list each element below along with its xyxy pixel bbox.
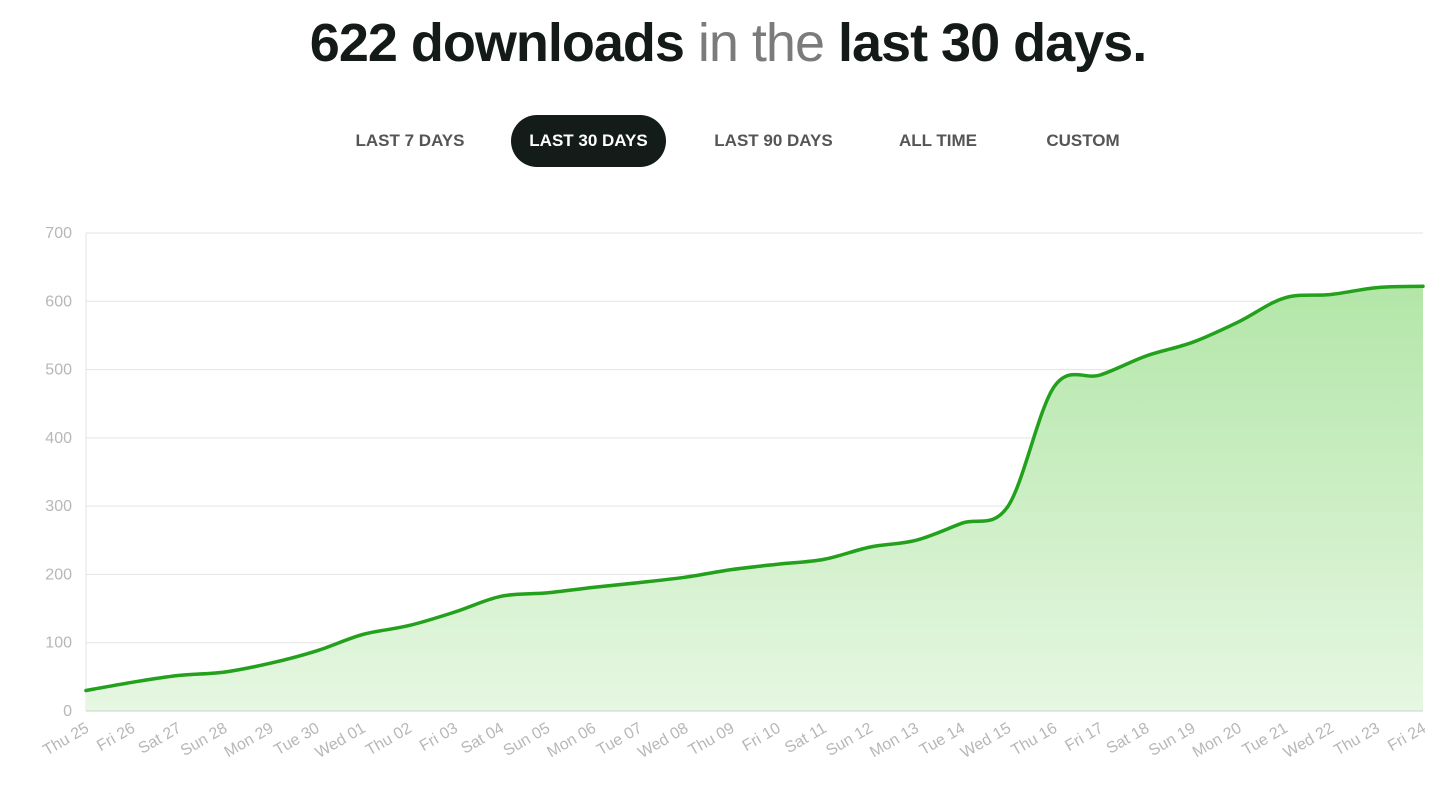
headline-connector: in the xyxy=(683,13,838,73)
x-tick-label: Wed 22 xyxy=(1281,720,1337,762)
y-tick-label: 700 xyxy=(45,225,72,242)
y-tick-label: 400 xyxy=(45,430,72,447)
x-tick-label: Mon 13 xyxy=(867,720,922,761)
data-point xyxy=(1421,284,1425,288)
data-point xyxy=(1375,286,1379,290)
x-tick-label: Tue 07 xyxy=(594,720,645,759)
x-tick-label: Mon 29 xyxy=(222,720,277,761)
x-tick-label: Sun 05 xyxy=(501,720,554,760)
x-tick-label: Wed 01 xyxy=(313,720,369,762)
data-point xyxy=(268,661,272,665)
x-tick-label: Sat 11 xyxy=(782,720,830,757)
date-range-tabs: LAST 7 DAYS LAST 30 DAYS LAST 90 DAYS AL… xyxy=(0,115,1456,167)
data-point xyxy=(1052,385,1056,389)
tab-last-7-days[interactable]: LAST 7 DAYS xyxy=(355,131,465,150)
headline-period: last 30 days. xyxy=(838,13,1147,73)
series-area xyxy=(86,286,1423,711)
x-tick-label: Mon 06 xyxy=(544,720,599,761)
x-tick-label: Thu 25 xyxy=(40,720,92,760)
data-point xyxy=(1329,292,1333,296)
x-tick-label: Sat 27 xyxy=(136,720,185,758)
data-point xyxy=(960,521,964,525)
data-point xyxy=(822,557,826,561)
data-point xyxy=(84,689,88,693)
page-title: 622 downloads in the last 30 days. xyxy=(0,12,1456,74)
data-point xyxy=(315,649,319,653)
data-point xyxy=(776,562,780,566)
x-tick-label: Sat 04 xyxy=(458,720,507,758)
x-tick-label: Sun 19 xyxy=(1146,720,1199,760)
data-point xyxy=(637,581,641,585)
data-point xyxy=(453,610,457,614)
y-tick-label: 500 xyxy=(45,362,72,379)
data-point xyxy=(1006,504,1010,508)
tab-last-30-days[interactable]: LAST 30 DAYS xyxy=(511,115,666,167)
data-point xyxy=(1144,354,1148,358)
x-tick-label: Fri 10 xyxy=(740,720,784,755)
tab-custom[interactable]: CUSTOM xyxy=(1046,131,1120,150)
data-point xyxy=(1283,296,1287,300)
x-tick-label: Fri 03 xyxy=(417,720,461,755)
y-tick-label: 600 xyxy=(45,293,72,310)
data-point xyxy=(499,594,503,598)
x-tick-label: Tue 14 xyxy=(917,720,968,759)
x-tick-label: Wed 15 xyxy=(958,720,1014,762)
x-tick-label: Fri 17 xyxy=(1062,720,1106,755)
data-point xyxy=(407,624,411,628)
data-point xyxy=(361,633,365,637)
y-tick-label: 0 xyxy=(63,703,72,720)
x-tick-label: Thu 09 xyxy=(686,720,738,760)
data-point xyxy=(683,575,687,579)
x-tick-label: Fri 26 xyxy=(94,720,138,755)
download-count: 622 downloads xyxy=(309,13,685,73)
x-tick-label: Sun 28 xyxy=(178,720,231,760)
data-point xyxy=(1237,320,1241,324)
x-tick-label: Wed 08 xyxy=(635,720,691,762)
x-tick-label: Thu 02 xyxy=(363,720,415,760)
x-tick-label: Mon 20 xyxy=(1190,720,1245,761)
data-point xyxy=(176,673,180,677)
y-tick-label: 200 xyxy=(45,566,72,583)
x-tick-label: Thu 23 xyxy=(1331,720,1383,760)
series-line xyxy=(84,284,1425,693)
data-point xyxy=(729,568,733,572)
y-tick-label: 300 xyxy=(45,498,72,515)
tab-all-time[interactable]: ALL TIME xyxy=(898,131,978,150)
tab-last-90-days[interactable]: LAST 90 DAYS xyxy=(714,131,833,150)
data-point xyxy=(222,670,226,674)
y-tick-label: 100 xyxy=(45,635,72,652)
x-tick-label: Sat 18 xyxy=(1104,720,1153,758)
data-point xyxy=(1098,373,1102,377)
data-point xyxy=(130,680,134,684)
x-tick-label: Fri 24 xyxy=(1385,720,1429,755)
data-point xyxy=(591,585,595,589)
data-point xyxy=(914,538,918,542)
data-point xyxy=(1190,340,1194,344)
data-point xyxy=(868,545,872,549)
data-point xyxy=(545,591,549,595)
x-tick-label: Thu 16 xyxy=(1009,720,1061,760)
x-tick-label: Sun 12 xyxy=(823,720,876,760)
